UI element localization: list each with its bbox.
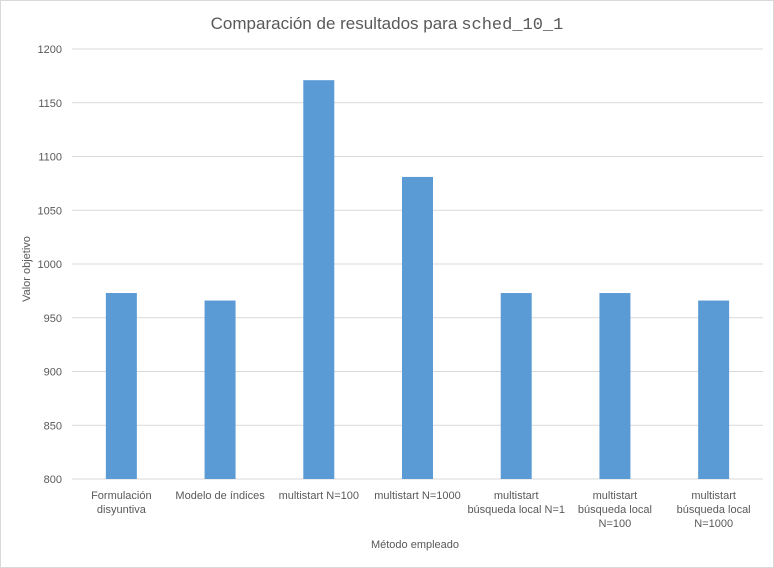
x-category-label: Modelo de índices — [175, 490, 265, 502]
x-category-label: Formulación disyuntiva — [91, 490, 152, 516]
bar-7 — [698, 300, 730, 479]
y-tick-label: 1000 — [38, 259, 62, 271]
bar-6 — [599, 293, 631, 479]
chart-title: Comparación de resultados para sched_10_1 — [211, 14, 564, 35]
y-tick-label: 1100 — [38, 152, 62, 164]
y-tick-label: 1150 — [38, 98, 62, 110]
y-tick-label: 800 — [44, 474, 62, 486]
x-axis-categories: Formulación disyuntiva Modelo de índices mu… — [91, 490, 751, 530]
x-category-label: multistart búsqueda local N=1000 — [677, 490, 751, 530]
x-category-label: multistart N=1000 — [374, 490, 461, 502]
y-tick-label: 950 — [44, 313, 62, 325]
x-category-label: multistart búsqueda local N=100 — [578, 490, 652, 530]
x-axis-title: Método empleado — [371, 539, 459, 551]
bar-1 — [105, 293, 137, 479]
bar-2 — [204, 300, 236, 479]
chart-title-text: Comparación de resultados para — [211, 14, 458, 33]
bar-4 — [402, 176, 433, 480]
bar-3 — [303, 80, 335, 480]
bars — [105, 80, 730, 480]
y-tick-label: 1200 — [38, 44, 62, 56]
x-category-label: multistart N=100 — [279, 490, 359, 502]
chart-title-code: sched_10_1 — [461, 16, 563, 35]
y-tick-label: 900 — [44, 367, 62, 379]
x-category-label: multistart búsqueda local N=1 — [467, 490, 565, 516]
y-axis-title: Valor objetivo — [21, 236, 33, 302]
y-axis-ticks: 800 850 900 950 1000 1050 1100 1150 1200 — [38, 44, 62, 486]
y-tick-label: 1050 — [38, 205, 62, 217]
bar-5 — [500, 293, 532, 479]
y-tick-label: 850 — [44, 420, 62, 432]
